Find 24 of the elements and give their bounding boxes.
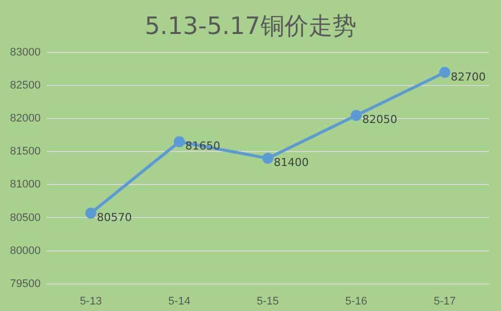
y-tick-label: 82500 — [10, 80, 41, 92]
data-label: 80570 — [96, 210, 132, 224]
chart-title: 5.13-5.17铜价走势 — [144, 11, 358, 42]
point — [262, 152, 274, 164]
y-tick-label: 83000 — [10, 46, 41, 59]
y-tick-label: 79500 — [10, 278, 41, 290]
x-tick-label: 5-17 — [434, 295, 456, 308]
x-tick-label: 5-14 — [168, 295, 190, 308]
y-tick-label: 80500 — [10, 212, 41, 224]
x-tick-label: 5-13 — [80, 295, 102, 308]
data-label: 82700 — [450, 70, 486, 84]
point — [174, 136, 185, 148]
y-tick-label: 80000 — [10, 244, 41, 257]
point — [439, 66, 450, 78]
data-label: 81650 — [185, 140, 220, 153]
data-label: 82050 — [362, 113, 398, 126]
data-label: 81400 — [274, 156, 309, 170]
x-tick-label: 5-16 — [345, 295, 368, 308]
x-tick-label: 5-15 — [256, 295, 279, 308]
y-tick-label: 81000 — [10, 178, 41, 191]
point — [85, 208, 96, 219]
point — [350, 110, 362, 121]
y-tick-label: 81500 — [10, 146, 41, 158]
y-tick-label: 82000 — [10, 112, 41, 125]
